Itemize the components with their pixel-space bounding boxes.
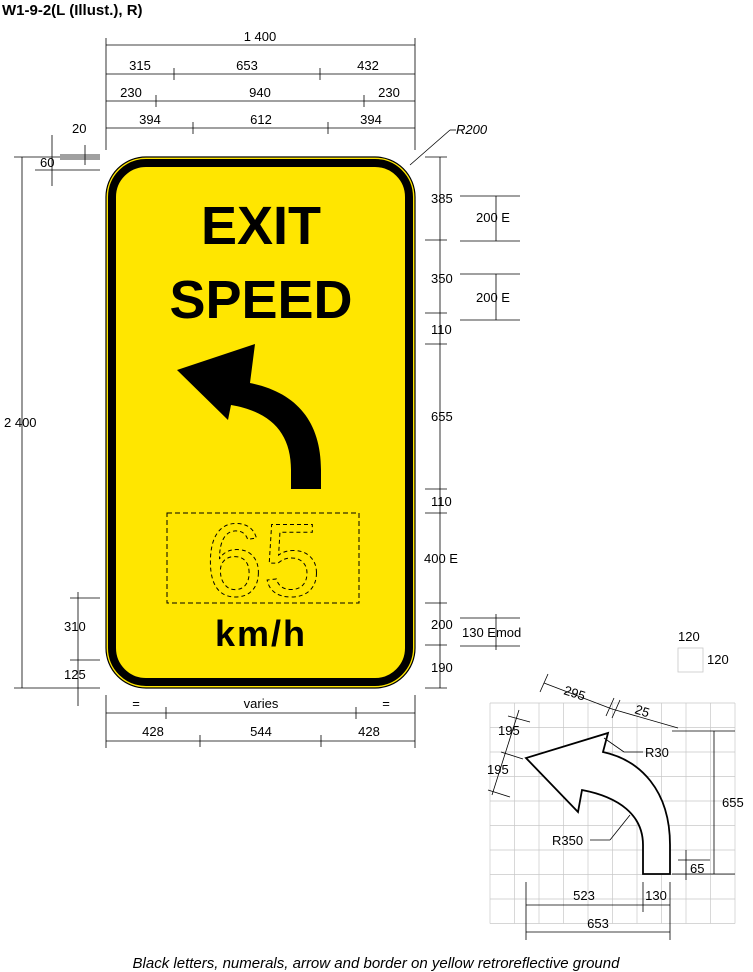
dim-bottom-eq-right: = [382,696,390,711]
grid-cell-height: 120 [707,652,729,667]
dim-corner-radius: R200 [456,122,488,137]
sign-line-speed: SPEED [169,270,352,330]
dim-top-row2-b: 653 [236,58,258,73]
arrow-detail: 295 25 195 195 R30 R350 655 65 523 130 [487,673,744,940]
left-dimensions: 2 400 310 125 [4,156,100,706]
dim-right-385: 385 [431,191,453,206]
dim-top-row4-a: 394 [139,112,161,127]
dim-bottom-544: 544 [250,724,272,739]
dim-border: 20 [72,121,86,136]
speed-unit: km/h [215,613,307,654]
sheet-title: W1-9-2(L (Illust.), R) [2,2,143,19]
dim-letter-height-1: 200 E [476,210,510,225]
detail-dim-25: 25 [633,702,651,721]
dim-top-row4-b: 612 [250,112,272,127]
dim-right-110b: 110 [431,494,452,509]
dim-top-row3-a: 230 [120,85,142,100]
detail-dim-655: 655 [722,795,744,810]
grid-cell-legend: 120 120 [677,629,729,673]
detail-radius-350: R350 [552,833,583,848]
speed-value: 65 [205,503,321,619]
dim-unit-bottom: 125 [64,667,86,682]
dim-letter-height-2: 200 E [476,290,510,305]
dim-right-400e: 400 E [424,551,458,566]
detail-grid [489,702,736,924]
dim-top-row3-b: 940 [249,85,271,100]
dim-overall-width: 1 400 [244,29,277,44]
detail-radius-30: R30 [645,745,669,760]
detail-dim-653: 653 [587,916,609,931]
grid-cell-width: 120 [678,629,700,644]
detail-dim-195a: 195 [498,723,520,738]
sign-face: EXIT SPEED 65 km/h [105,156,416,689]
detail-dim-523: 523 [573,888,595,903]
detail-dim-65: 65 [690,861,704,876]
dim-right-110a: 110 [431,322,452,337]
dim-bottom-428-left: 428 [142,724,164,739]
dim-overall-height: 2 400 [4,415,37,430]
detail-dim-295: 295 [562,683,587,704]
dim-top-row3-c: 230 [378,85,400,100]
dim-top-row2-c: 432 [357,58,379,73]
detail-dim-130: 130 [645,888,667,903]
dim-margin: 60 [40,155,54,170]
top-dimensions: 1 400 315 653 432 230 940 230 394 612 39… [35,29,488,186]
arrow-outline-detail-icon [524,731,671,875]
sheet-caption: Black letters, numerals, arrow and borde… [133,955,621,972]
detail-dim-195b: 195 [487,762,509,777]
sign-border [108,159,413,686]
dim-right-200: 200 [431,617,453,632]
dim-right-655: 655 [431,409,453,424]
dim-unit-gap: 310 [64,619,86,634]
bottom-dimensions: = varies = 428 544 428 [105,695,416,748]
dim-bottom-varies: varies [244,696,279,711]
sign-yellow-ground [105,156,416,689]
curved-arrow-left-icon [177,344,321,489]
dim-top-row2-a: 315 [129,58,151,73]
dim-bottom-eq-left: = [132,696,140,711]
speed-value-box [166,512,360,604]
dim-unit-height: 130 Emod [462,625,521,640]
dim-right-190: 190 [431,660,453,675]
dim-top-row4-c: 394 [360,112,382,127]
dim-bottom-428-right: 428 [358,724,380,739]
dim-right-350: 350 [431,271,453,286]
right-dimensions: 385 350 110 655 110 400 E 200 190 200 E … [424,156,521,689]
sign-line-exit: EXIT [201,196,321,256]
